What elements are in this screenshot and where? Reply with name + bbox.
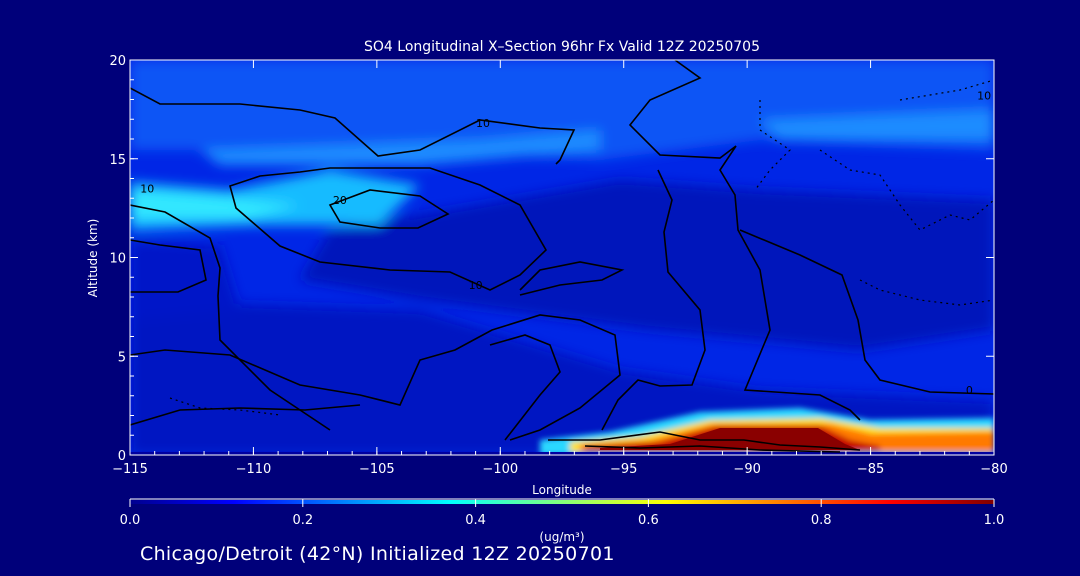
upper-cyan-streak xyxy=(200,130,600,165)
x-tick-label: −100 xyxy=(482,462,518,477)
x-tick-label: −105 xyxy=(359,462,395,477)
contour-label: 0 xyxy=(966,384,973,397)
heatmap-field xyxy=(130,60,994,455)
contour-line xyxy=(130,239,207,293)
cyan-core xyxy=(130,190,300,218)
left-dark-patch xyxy=(130,240,240,320)
dotted-contour-lines xyxy=(169,79,994,416)
x-tick-label: −115 xyxy=(112,462,148,477)
dotted-contour-line xyxy=(754,100,791,191)
contour-line xyxy=(130,87,576,165)
colorbar-tick-label: 0.0 xyxy=(120,513,141,528)
x-tick-label: −110 xyxy=(236,462,272,477)
contour-label: 10 xyxy=(476,117,490,130)
ground-strip xyxy=(130,452,994,455)
y-axis: 0 5 10 15 20 xyxy=(109,54,994,464)
y-tick-label: 15 xyxy=(109,153,126,168)
contour-line xyxy=(328,189,450,229)
colorbar-tick-label: 1.0 xyxy=(984,513,1005,528)
contour-line xyxy=(519,261,625,296)
colorbar-ticks: 0.0 0.2 0.4 0.6 0.8 1.0 xyxy=(120,499,1005,528)
east-upper-streak xyxy=(760,110,994,140)
x-axis-label: Longitude xyxy=(532,483,592,497)
chart-title: SO4 Longitudinal X–Section 96hr Fx Valid… xyxy=(364,39,760,55)
contour-line xyxy=(130,314,621,441)
contour-line xyxy=(130,204,331,431)
contour-label: 10 xyxy=(140,182,154,195)
colorbar-tick-label: 0.4 xyxy=(465,513,486,528)
x-tick-label: −85 xyxy=(857,462,884,477)
y-axis-label: Altitude (km) xyxy=(86,219,100,298)
x-tick-label: −90 xyxy=(733,462,760,477)
contour-label: 10 xyxy=(977,90,991,103)
contour-line xyxy=(489,334,561,441)
contour-labels: 10 10 20 10 10 0 xyxy=(140,90,991,397)
colorbar-tick-label: 0.6 xyxy=(638,513,659,528)
contour-line xyxy=(130,404,361,426)
colorbar-gradient xyxy=(130,500,994,504)
y-tick-label: 20 xyxy=(109,54,126,69)
x-tick-label: −80 xyxy=(980,462,1007,477)
x-axis: −115 −110 −105 −100 −95 −90 −85 −80 xyxy=(112,60,1008,477)
colorbar: 0.0 0.2 0.4 0.6 0.8 1.0 (ug/m³) xyxy=(120,498,1005,544)
colorbar-tick-label: 0.8 xyxy=(811,513,832,528)
dotted-contour-line xyxy=(859,279,994,306)
dotted-contour-line xyxy=(169,397,281,416)
contour-lines xyxy=(130,60,994,453)
colorbar-unit-label: (ug/m³) xyxy=(539,530,584,544)
footer-caption: Chicago/Detroit (42°N) Initialized 12Z 2… xyxy=(140,543,615,565)
y-tick-label: 0 xyxy=(118,449,126,464)
y-tick-label: 5 xyxy=(118,350,126,365)
mid-dark-region xyxy=(300,180,994,350)
contour-line xyxy=(584,445,841,453)
y-tick-label: 10 xyxy=(109,252,126,267)
colorbar-tick-label: 0.2 xyxy=(292,513,313,528)
contour-label: 20 xyxy=(333,194,347,207)
dotted-contour-line xyxy=(899,79,994,101)
x-tick-label: −95 xyxy=(610,462,637,477)
contour-line xyxy=(739,229,994,395)
contour-line xyxy=(628,60,861,421)
contour-line xyxy=(548,431,861,451)
surface-maroon-core xyxy=(600,428,860,450)
contour-line xyxy=(229,167,548,291)
contour-label: 10 xyxy=(469,279,483,292)
contour-line xyxy=(601,169,706,431)
